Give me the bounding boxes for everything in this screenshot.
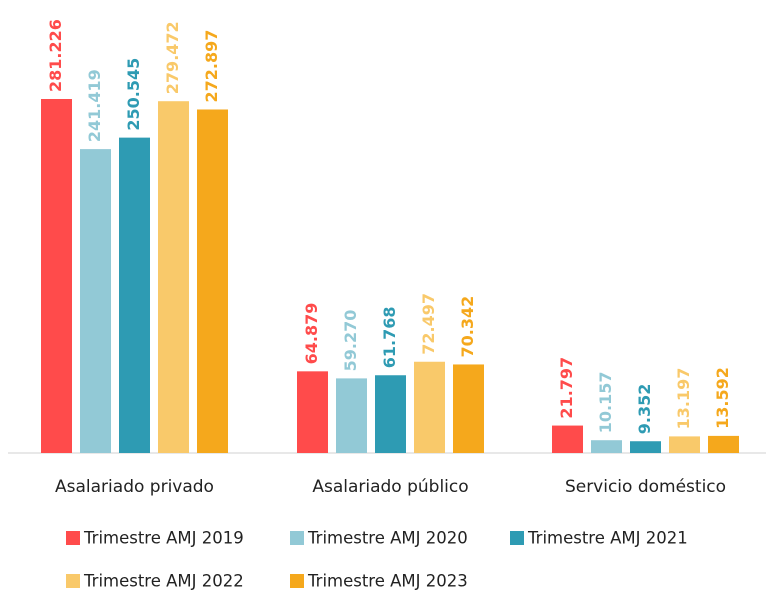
value-label: 250.545 [124,58,143,131]
bar [119,137,150,453]
bar [158,101,189,454]
bar [453,364,484,453]
legend-label: Trimestre AMJ 2019 [83,529,244,548]
legend-label: Trimestre AMJ 2021 [527,529,688,548]
category-label: Asalariado privado [55,477,214,497]
legend-swatch [66,531,80,545]
bar [197,109,228,454]
value-label: 64.879 [302,303,321,365]
legend-swatch [290,531,304,545]
legend-label: Trimestre AMJ 2022 [83,572,244,591]
value-label: 70.342 [458,296,477,358]
category-label: Asalariado público [312,477,468,497]
legend-swatch [510,531,524,545]
legend-label: Trimestre AMJ 2020 [307,529,468,548]
legend-swatch [66,574,80,588]
value-label: 272.897 [202,30,221,103]
bar [375,375,406,453]
bar [336,378,367,453]
value-label: 9.352 [635,384,654,435]
legend-swatch [290,574,304,588]
legend-label: Trimestre AMJ 2023 [307,572,468,591]
bar [552,425,583,453]
bar [297,371,328,453]
bar [80,149,111,453]
value-label: 13.592 [713,367,732,429]
value-label: 59.270 [341,310,360,372]
value-label: 21.797 [557,357,576,419]
bar [630,441,661,453]
value-label: 72.497 [419,293,438,355]
category-label: Servicio doméstico [565,477,726,497]
value-label: 281.226 [46,19,65,92]
bar [708,435,739,453]
value-label: 61.768 [380,306,399,368]
value-label: 279.472 [163,21,182,94]
bar [591,440,622,453]
value-label: 10.157 [596,371,615,433]
bar [41,99,72,453]
value-label: 13.197 [674,368,693,430]
bar [414,361,445,453]
bar [669,436,700,453]
value-label: 241.419 [85,69,104,142]
